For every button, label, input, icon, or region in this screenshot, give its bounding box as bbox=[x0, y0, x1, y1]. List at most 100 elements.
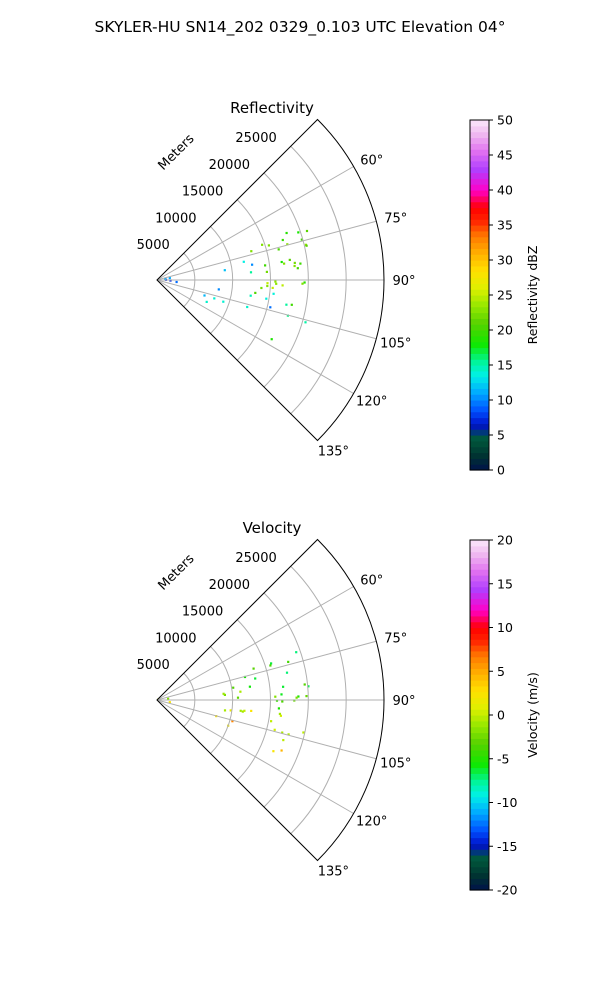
colorbar-segment bbox=[470, 283, 489, 290]
echo-gate bbox=[223, 693, 226, 696]
colorbar-segment bbox=[470, 796, 489, 804]
echo-gate bbox=[232, 686, 235, 689]
echo-gate bbox=[213, 297, 216, 300]
echo-gate bbox=[261, 243, 264, 246]
radial-axis-label: Meters bbox=[156, 131, 198, 173]
echo-gate bbox=[283, 262, 286, 265]
colorbar-label: Velocity (m/s) bbox=[525, 672, 540, 758]
colorbar-segment bbox=[470, 125, 489, 133]
sector-frame bbox=[156, 538, 385, 862]
colorbar-segment bbox=[470, 260, 489, 267]
colorbar-segment bbox=[470, 464, 489, 471]
colorbar-segment bbox=[470, 580, 489, 588]
colorbar-tick-label: 40 bbox=[497, 183, 513, 198]
echo-gate bbox=[281, 284, 284, 287]
colorbar-segment bbox=[470, 277, 489, 284]
echo-gate bbox=[254, 677, 257, 680]
colorbar-label: Reflectivity dBZ bbox=[525, 246, 540, 345]
colorbar-segment bbox=[470, 353, 489, 360]
colorbar-segment bbox=[470, 610, 489, 617]
colorbar-segment bbox=[470, 446, 489, 454]
colorbar-segment bbox=[470, 691, 489, 699]
colorbar-segment bbox=[470, 767, 489, 774]
colorbar-segment bbox=[470, 149, 489, 156]
colorbar-segment bbox=[470, 306, 489, 314]
colorbar-segment bbox=[470, 376, 489, 384]
echo-gate bbox=[243, 709, 246, 712]
echo-gate bbox=[168, 701, 171, 704]
colorbar-segment bbox=[470, 627, 489, 634]
colorbar-segment bbox=[470, 545, 489, 553]
colorbar-segment bbox=[470, 650, 489, 658]
echo-gate bbox=[295, 696, 298, 699]
colorbar-segment bbox=[470, 645, 489, 652]
echo-gate bbox=[270, 338, 273, 341]
colorbar-tick-label: -10 bbox=[497, 795, 517, 810]
colorbar-segment bbox=[470, 172, 489, 179]
colorbar-segment bbox=[470, 633, 489, 640]
colorbar-segment bbox=[470, 744, 489, 751]
echo-region bbox=[203, 294, 225, 303]
azimuth-spoke bbox=[156, 166, 354, 281]
colorbar-segment bbox=[470, 318, 489, 325]
colorbar-tick-label: 15 bbox=[497, 576, 513, 591]
echo-region bbox=[250, 229, 309, 294]
colorbar-segment bbox=[470, 855, 489, 862]
echo-gate bbox=[241, 710, 244, 713]
velocity-colorbar: -20 -15 -10 -5 0 5 10 15 20 Velocity (m/s) bbox=[469, 533, 540, 898]
angle-tick-label: 120° bbox=[356, 815, 387, 830]
colorbar-segment bbox=[470, 540, 489, 547]
echo-gate bbox=[167, 697, 170, 700]
echo-gate bbox=[302, 731, 305, 734]
echo-gate bbox=[270, 720, 273, 723]
colorbar-tick-label: 10 bbox=[497, 393, 513, 408]
colorbar-segment bbox=[470, 785, 489, 792]
colorbar-segment bbox=[470, 435, 489, 442]
colorbar-segment bbox=[470, 697, 489, 704]
colorbar-segment bbox=[470, 563, 489, 570]
colorbar-segment bbox=[470, 440, 489, 448]
colorbar-segment bbox=[470, 884, 489, 891]
echo-gate bbox=[281, 731, 284, 734]
colorbar-segment bbox=[470, 621, 489, 629]
echo-gate bbox=[175, 280, 178, 284]
echo-gate bbox=[203, 294, 206, 297]
velocity-panel: Velocity 60° 75° 90° 105° 120° 135° 5000 10000 15… bbox=[137, 519, 416, 879]
colorbar-tick-label: 20 bbox=[497, 533, 513, 548]
echo-gate bbox=[305, 244, 308, 247]
colorbar-segment bbox=[470, 324, 489, 331]
echo-gate bbox=[295, 651, 298, 654]
echo-gate bbox=[248, 685, 251, 688]
echo-gate bbox=[274, 280, 277, 283]
colorbar-segment bbox=[470, 312, 489, 319]
echo-gate bbox=[249, 294, 252, 297]
colorbar-segment bbox=[470, 242, 489, 249]
echo-gate bbox=[290, 303, 293, 306]
range-tick-label: 10000 bbox=[155, 631, 196, 646]
colorbar-segment bbox=[470, 213, 489, 220]
echo-region bbox=[223, 260, 254, 274]
range-tick-label: 20000 bbox=[209, 578, 250, 593]
echo-gate bbox=[243, 675, 247, 679]
echo-gate bbox=[205, 300, 208, 303]
angle-tick-label: 90° bbox=[392, 694, 415, 709]
echo-gate bbox=[282, 685, 285, 688]
angle-tick-label: 60° bbox=[360, 154, 383, 169]
colorbar-segment bbox=[470, 709, 489, 716]
echo-gate bbox=[222, 692, 225, 695]
azimuth-spoke bbox=[156, 699, 354, 814]
echo-gate bbox=[260, 286, 263, 290]
colorbar-tick-label: 5 bbox=[497, 428, 505, 443]
colorbar-segment bbox=[470, 843, 489, 850]
colorbar-segment bbox=[470, 382, 489, 389]
echo-gate bbox=[223, 269, 226, 272]
echo-gate bbox=[217, 288, 220, 291]
echo-gate bbox=[265, 270, 268, 273]
echo-gate bbox=[231, 720, 234, 723]
echo-gate bbox=[164, 277, 167, 280]
echo-gate bbox=[272, 750, 275, 753]
colorbar-tick-label: 20 bbox=[497, 323, 513, 338]
colorbar-tick-label: 5 bbox=[497, 664, 505, 679]
colorbar-segment bbox=[470, 166, 489, 174]
colorbar-segment bbox=[470, 557, 489, 564]
